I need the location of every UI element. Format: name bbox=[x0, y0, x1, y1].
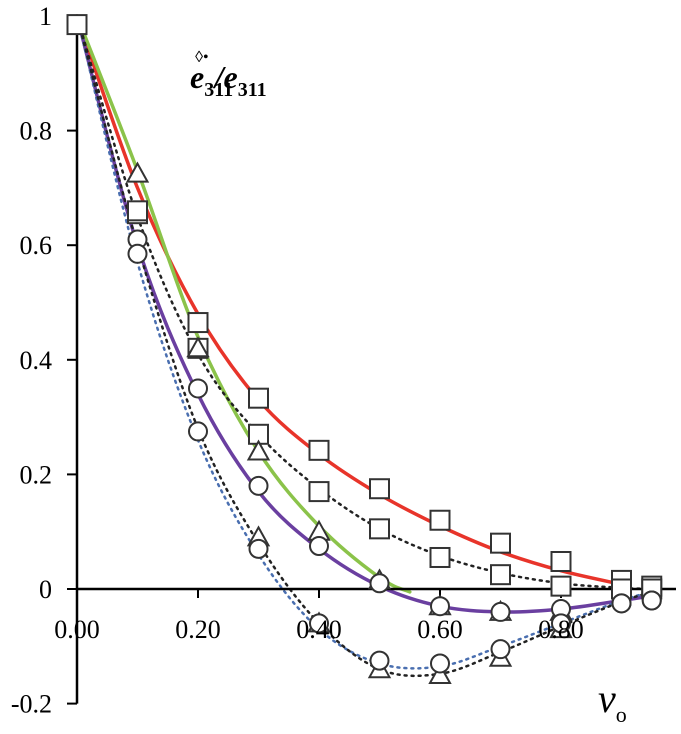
circle-marker bbox=[309, 536, 329, 557]
series-curve-3 bbox=[75, 14, 654, 591]
circle-marker bbox=[188, 378, 208, 399]
y-tick-label: 0.8 bbox=[20, 117, 53, 146]
series-curve-1 bbox=[75, 14, 412, 594]
circle-marker bbox=[369, 650, 390, 671]
circle-marker bbox=[127, 243, 148, 264]
triangle-marker bbox=[428, 662, 452, 684]
square-marker bbox=[127, 200, 148, 222]
circle-marker bbox=[641, 590, 662, 611]
y-tick-label: 0 bbox=[39, 575, 52, 604]
x-axis-label: vo bbox=[598, 676, 627, 727]
square-marker bbox=[429, 509, 451, 531]
square-marker bbox=[369, 478, 390, 500]
triangle-marker bbox=[246, 439, 271, 461]
square-marker bbox=[369, 518, 390, 540]
markers-layer bbox=[66, 14, 663, 684]
x-tick-label: 0.00 bbox=[54, 615, 100, 644]
circle-marker bbox=[430, 596, 450, 617]
axes-layer bbox=[67, 15, 676, 705]
circle-marker bbox=[490, 601, 511, 622]
square-marker bbox=[490, 532, 511, 554]
y-tick-label: -0.2 bbox=[11, 690, 52, 719]
square-marker bbox=[550, 575, 572, 597]
x-tick-label: 0.60 bbox=[417, 615, 463, 644]
circle-marker bbox=[430, 653, 450, 674]
labels-layer: -0.2 0 0.2 0.4 0.6 0.8 1 0.00 0.20 0.40 0.60 0.80 bbox=[11, 2, 584, 719]
square-marker bbox=[429, 546, 451, 568]
triangle-marker bbox=[125, 161, 150, 183]
square-marker bbox=[308, 481, 330, 503]
y-tick-label: 0.6 bbox=[20, 231, 53, 260]
x-tick-label: 0.20 bbox=[175, 615, 221, 644]
circle-marker bbox=[611, 593, 632, 614]
circle-marker bbox=[188, 421, 208, 442]
circle-marker bbox=[551, 613, 571, 634]
circle-marker bbox=[309, 613, 329, 634]
square-marker bbox=[66, 14, 88, 36]
series-curve-2 bbox=[75, 14, 654, 614]
square-marker bbox=[187, 312, 209, 334]
circle-marker bbox=[490, 639, 511, 660]
square-marker bbox=[248, 387, 269, 409]
circle-marker bbox=[248, 475, 269, 496]
chart-title: e311◊•/e311 bbox=[190, 49, 267, 101]
circle-marker bbox=[369, 573, 390, 594]
x-tick-label: 0.40 bbox=[296, 615, 342, 644]
y-tick-label: 1 bbox=[39, 2, 52, 31]
circle-marker bbox=[248, 538, 269, 559]
square-marker bbox=[490, 564, 511, 586]
x-tick-label: 0.80 bbox=[538, 615, 584, 644]
y-tick-label: 0.4 bbox=[20, 346, 53, 375]
y-tick-label: 0.2 bbox=[20, 460, 53, 489]
square-marker bbox=[308, 439, 330, 461]
square-marker bbox=[550, 550, 572, 572]
triangle-marker bbox=[186, 336, 210, 358]
